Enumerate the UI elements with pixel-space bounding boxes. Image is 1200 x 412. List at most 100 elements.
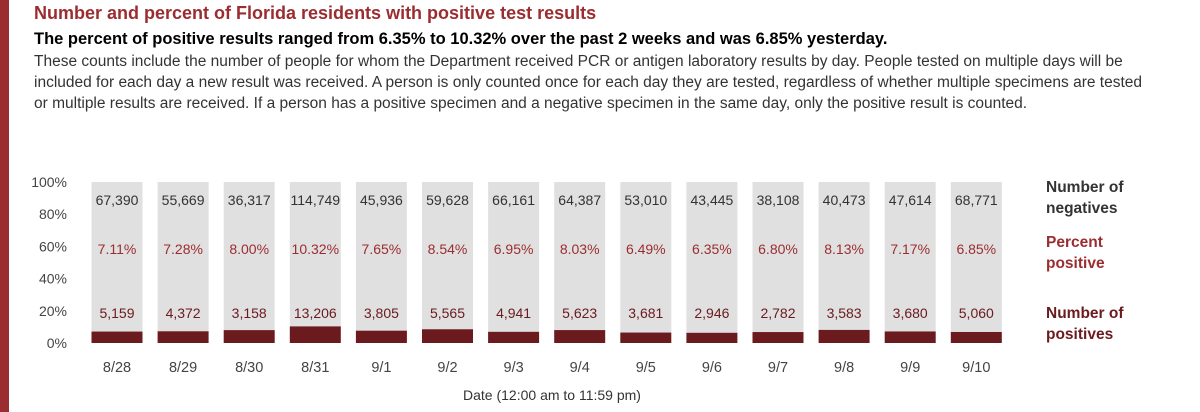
positives-data-label: 5,159	[99, 305, 134, 321]
positives-data-label: 3,158	[232, 305, 267, 321]
positives-data-label: 4,941	[496, 305, 531, 321]
bar-negatives	[554, 182, 606, 331]
bar-positives	[752, 332, 804, 343]
negatives-data-label: 67,390	[96, 192, 139, 208]
bar-positives	[554, 330, 606, 343]
positives-data-label: 3,681	[628, 305, 663, 321]
positives-data-label: 5,623	[562, 305, 597, 321]
bar-negatives	[422, 182, 473, 330]
legend: Number of negatives Percent positive Number …	[1046, 179, 1124, 343]
legend-positives-line1: Number of	[1046, 305, 1124, 322]
bar-positives	[422, 329, 473, 343]
x-tick-label: 9/10	[962, 360, 990, 376]
legend-percent-line1: Percent	[1046, 234, 1103, 251]
bar-positives	[223, 330, 275, 343]
bar-negatives	[157, 182, 209, 332]
negatives-data-label: 45,936	[360, 192, 403, 208]
bar-positives	[818, 329, 870, 343]
y-tick-label: 20%	[39, 303, 67, 319]
negatives-data-label: 36,317	[228, 192, 271, 208]
bar-negatives	[950, 182, 1002, 332]
bar-positives	[884, 331, 936, 343]
negatives-data-label: 68,771	[955, 192, 998, 208]
bar-negatives	[223, 182, 275, 331]
legend-negatives-line1: Number of	[1046, 179, 1124, 196]
negatives-data-label: 47,614	[889, 192, 932, 208]
bar-positives	[91, 331, 143, 343]
positives-data-label: 3,805	[364, 305, 399, 321]
negatives-data-label: 38,108	[757, 192, 800, 208]
x-tick-label: 8/29	[169, 360, 197, 376]
bar-positives	[488, 331, 540, 343]
x-tick-label: 9/7	[768, 360, 788, 376]
percent-data-label: 8.54%	[428, 241, 468, 257]
bar-negatives	[818, 182, 870, 330]
percent-data-label: 8.03%	[560, 241, 600, 257]
chart-title: Number and percent of Florida residents …	[34, 3, 597, 23]
x-tick-label: 9/6	[702, 360, 722, 376]
legend-percent-line2: positive	[1046, 255, 1105, 272]
percent-data-label: 7.11%	[98, 241, 137, 257]
y-tick-label: 80%	[39, 206, 67, 222]
bar-negatives	[91, 182, 143, 332]
x-tick-label: 9/5	[636, 360, 656, 376]
positives-data-label: 3,680	[893, 305, 928, 321]
legend-negatives-line2: negatives	[1046, 200, 1118, 217]
percent-data-label: 6.80%	[758, 241, 798, 257]
negatives-data-label: 53,010	[624, 192, 667, 208]
x-tick-label: 9/2	[437, 360, 457, 376]
negatives-data-label: 40,473	[823, 192, 866, 208]
chart-subtitle: The percent of positive results ranged f…	[34, 30, 888, 48]
percent-data-label: 8.13%	[824, 241, 864, 257]
x-tick-label: 9/9	[900, 360, 920, 376]
x-tick-label: 9/4	[570, 360, 590, 376]
bar-positives	[950, 331, 1002, 343]
y-tick-label: 60%	[39, 238, 67, 254]
percent-data-label: 7.65%	[362, 241, 402, 257]
negatives-data-label: 55,669	[162, 192, 205, 208]
y-axis: 100% 80% 60% 40% 20% 0%	[31, 174, 67, 351]
x-tick-label: 8/31	[301, 360, 329, 376]
positives-data-label: 5,565	[430, 305, 465, 321]
negatives-data-label: 114,749	[291, 192, 341, 208]
percent-data-label: 6.35%	[692, 241, 732, 257]
positives-data-label: 3,583	[827, 305, 862, 321]
bars-group	[91, 182, 1002, 343]
bar-positives	[355, 330, 407, 343]
positives-data-label: 5,060	[959, 305, 994, 321]
chart-description: These counts include the number of peopl…	[34, 53, 1143, 112]
percent-data-label: 10.32%	[292, 241, 339, 257]
positives-data-label: 2,782	[760, 305, 795, 321]
bar-negatives	[884, 182, 936, 332]
positives-data-label: 2,946	[694, 305, 729, 321]
y-tick-label: 0%	[47, 335, 67, 351]
positives-data-label: 13,206	[294, 305, 337, 321]
bar-negatives	[488, 182, 540, 332]
y-tick-label: 40%	[39, 271, 67, 287]
percent-data-label: 7.28%	[163, 241, 203, 257]
positives-data-label: 4,372	[166, 305, 201, 321]
percent-data-label: 7.17%	[890, 241, 930, 257]
bar-positives	[686, 332, 738, 343]
negatives-data-label: 59,628	[426, 192, 469, 208]
negatives-data-label: 43,445	[690, 192, 733, 208]
bar-negatives	[620, 182, 672, 333]
bar-negatives	[355, 182, 407, 331]
bar-positives	[289, 326, 341, 343]
bar-negatives	[752, 182, 804, 333]
x-tick-label: 8/30	[235, 360, 263, 376]
percent-data-label: 6.85%	[956, 241, 996, 257]
x-tick-label: 9/8	[834, 360, 854, 376]
x-axis: 8/28 8/29 8/30 8/31 9/1 9/2 9/3 9/4 9/5 9/6 9/7 9/8…	[103, 360, 991, 376]
x-tick-label: 9/3	[504, 360, 524, 376]
legend-positives-line2: positives	[1046, 326, 1113, 343]
bar-negatives	[289, 182, 341, 327]
percent-data-label: 8.00%	[229, 241, 269, 257]
bar-positives	[620, 332, 672, 343]
y-tick-label: 100%	[31, 174, 67, 190]
percent-data-label: 6.49%	[626, 241, 666, 257]
value-labels-group: 67,390 7.11% 5,159 55,669 7.28% 4,372 36,317 8.…	[96, 192, 998, 321]
bar-negatives	[686, 182, 738, 333]
left-accent-bar	[0, 0, 9, 412]
bar-positives	[157, 331, 209, 343]
